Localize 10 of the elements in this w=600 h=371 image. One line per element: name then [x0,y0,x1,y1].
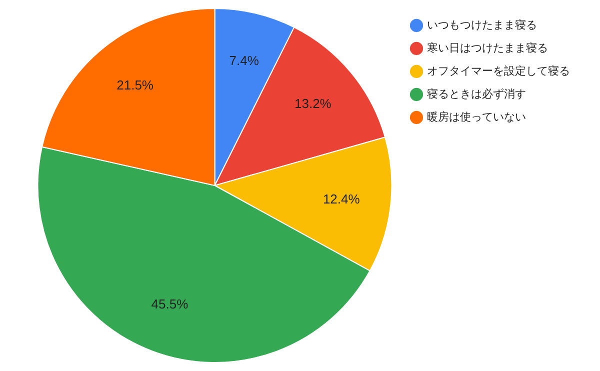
data-label: 21.5% [116,78,154,93]
legend-label: オフタイマーを設定して寝る [427,64,570,78]
data-label: 7.4% [229,53,260,68]
legend-label: 寒い日はつけたまま寝る [427,41,548,54]
data-label: 13.2% [294,96,332,111]
legend-label: 暖房は使っていない [427,110,526,124]
data-label: 45.5% [151,296,189,312]
legend-label: 寝るときは必ず消す [427,87,526,100]
data-label: 12.4% [322,191,360,206]
legend-label: いつもつけたまま寝る [427,18,537,32]
